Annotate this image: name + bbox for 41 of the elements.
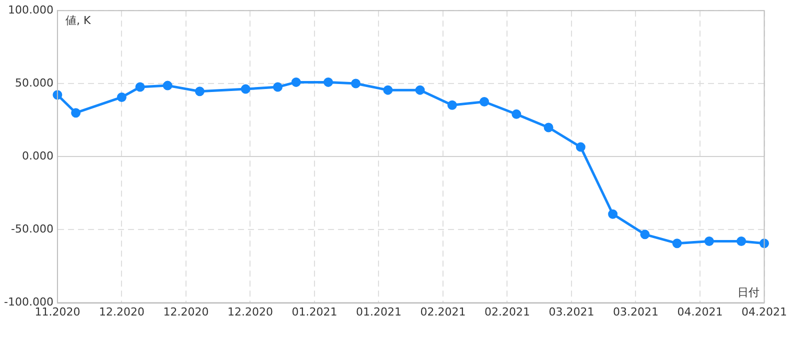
x-tick-label: 12.2020 [98, 305, 144, 318]
x-tick-label: 01.2021 [356, 305, 402, 318]
point [512, 109, 522, 119]
x-tick-label: 12.2020 [163, 305, 209, 318]
x-tick-label: 01.2021 [292, 305, 338, 318]
point [273, 82, 283, 92]
point [415, 85, 425, 95]
x-tick-label: 02.2021 [420, 305, 466, 318]
point [323, 77, 333, 87]
point [704, 236, 714, 246]
point [71, 108, 81, 118]
point [480, 97, 490, 107]
point [351, 78, 361, 88]
point [608, 209, 618, 219]
point [240, 84, 250, 94]
y-axis-title: 値, K [65, 14, 92, 27]
x-tick-label: 03.2021 [612, 305, 658, 318]
point [194, 86, 204, 96]
point [736, 236, 746, 246]
point [640, 230, 650, 240]
point [162, 80, 172, 90]
x-axis-title: 日付 [737, 286, 760, 300]
point [383, 85, 393, 95]
point [135, 82, 145, 92]
x-tick-label: 04.2021 [677, 305, 723, 318]
y-tick-label: -50.000 [10, 222, 54, 236]
point [447, 100, 457, 110]
y-tick-label: 0.000 [22, 150, 54, 163]
x-tick-label: 03.2021 [548, 305, 594, 318]
y-tick-label: 50.000 [14, 76, 54, 90]
point [544, 122, 554, 132]
point [52, 90, 62, 100]
point [760, 238, 770, 248]
x-tick-label: 12.2020 [227, 305, 273, 318]
point [291, 77, 301, 87]
point [116, 92, 126, 102]
y-tick-label: 100.000 [8, 3, 54, 16]
x-tick-label: 04.2021 [742, 305, 788, 318]
point [576, 142, 586, 152]
point [672, 238, 682, 248]
x-tick-label: 02.2021 [484, 305, 530, 318]
